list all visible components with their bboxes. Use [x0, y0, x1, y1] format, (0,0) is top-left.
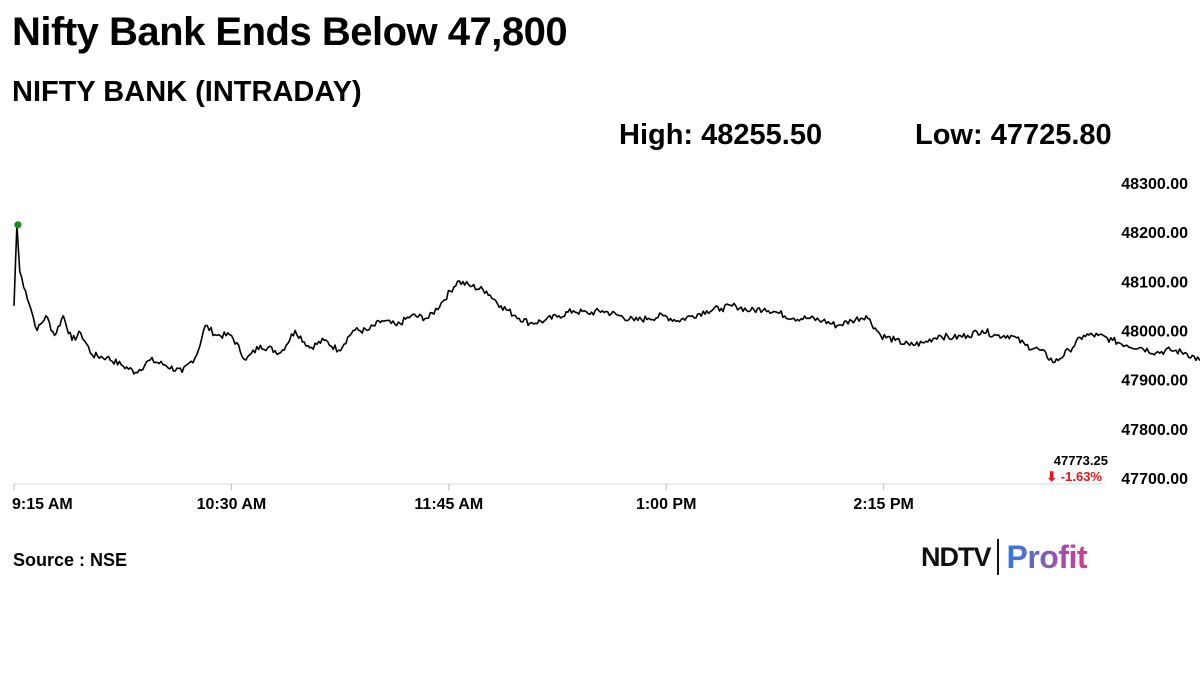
- last-value-label: 47773.25: [1054, 453, 1108, 468]
- y-tick-label: 48000.00: [1121, 324, 1188, 341]
- logo-separator: [996, 539, 999, 575]
- price-line: [13, 224, 1200, 375]
- high-marker-point: [14, 221, 22, 229]
- logo-ndtv-text: NDTV: [921, 541, 991, 572]
- day-high: High: 48255.50: [619, 119, 823, 151]
- x-tick-label: 1:00 PM: [636, 496, 696, 513]
- ndtv-profit-logo: NDTV Profit: [921, 537, 1088, 577]
- y-tick-label: 47900.00: [1121, 373, 1188, 390]
- y-tick-label: 47700.00: [1121, 471, 1188, 488]
- y-tick-label: 48200.00: [1121, 225, 1188, 242]
- chart-title: NIFTY BANK (INTRADAY): [12, 76, 362, 108]
- source-note: Source : NSE: [13, 550, 128, 570]
- x-tick-label: 10:30 AM: [197, 496, 267, 513]
- intraday-line-chart: 9:15 AM 10:30 AM 11:45 AM 1:00 PM 2:15 PM 483…: [12, 176, 1200, 513]
- x-tick-label: 9:15 AM: [12, 496, 73, 513]
- y-tick-label: 48300.00: [1121, 176, 1188, 193]
- day-low: Low: 47725.80: [915, 119, 1112, 151]
- y-tick-label: 47800.00: [1121, 422, 1188, 439]
- change-label: ⬇ -1.63%: [1046, 469, 1102, 484]
- y-tick-label: 48100.00: [1121, 274, 1188, 291]
- logo-profit-text: Profit: [1006, 538, 1088, 575]
- headline: Nifty Bank Ends Below 47,800: [12, 10, 568, 54]
- x-tick-label: 11:45 AM: [414, 496, 483, 513]
- x-tick-label: 2:15 PM: [853, 496, 913, 513]
